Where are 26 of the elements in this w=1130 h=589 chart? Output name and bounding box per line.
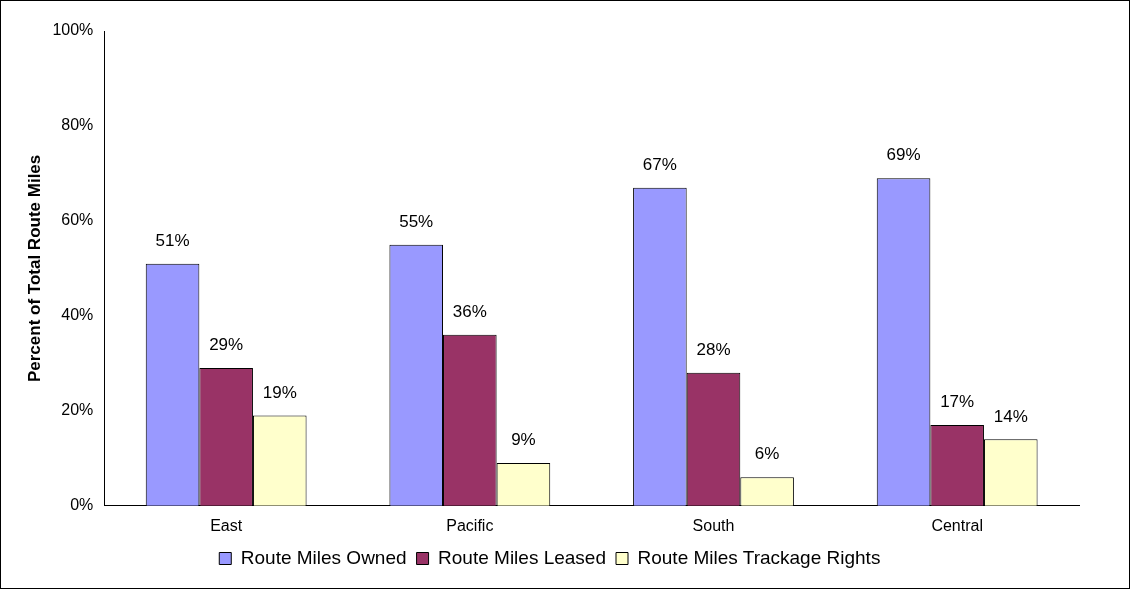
data-label: 17% xyxy=(940,392,975,412)
data-label: 19% xyxy=(262,382,297,402)
data-label: 55% xyxy=(399,211,434,231)
data-label: 14% xyxy=(993,406,1028,426)
y-tick-label: 20% xyxy=(61,401,94,419)
x-tick-label: East xyxy=(210,516,243,534)
data-label: 29% xyxy=(209,335,244,355)
data-label: 9% xyxy=(511,430,536,450)
y-tick-label: 0% xyxy=(70,496,94,514)
x-tick-label: Central xyxy=(931,516,983,534)
data-label: 6% xyxy=(754,444,780,464)
data-label: 36% xyxy=(452,302,487,322)
legend-label: Route Miles Owned xyxy=(240,546,407,568)
data-label: 51% xyxy=(155,230,190,250)
data-label: 28% xyxy=(696,340,731,360)
x-tick-label: Pacific xyxy=(446,516,494,534)
legend-label: Route Miles Leased xyxy=(438,546,607,568)
y-tick-label: 80% xyxy=(61,116,94,134)
y-tick-label: 100% xyxy=(52,21,94,39)
y-tick-label: 60% xyxy=(61,211,94,229)
data-label: 67% xyxy=(642,154,677,174)
y-tick-label: 40% xyxy=(61,306,94,324)
legend-label: Route Miles Trackage Rights xyxy=(637,546,881,568)
x-tick-label: South xyxy=(692,516,735,534)
data-label: 69% xyxy=(886,145,921,165)
y-axis-title: Percent of Total Route Miles xyxy=(24,154,44,383)
